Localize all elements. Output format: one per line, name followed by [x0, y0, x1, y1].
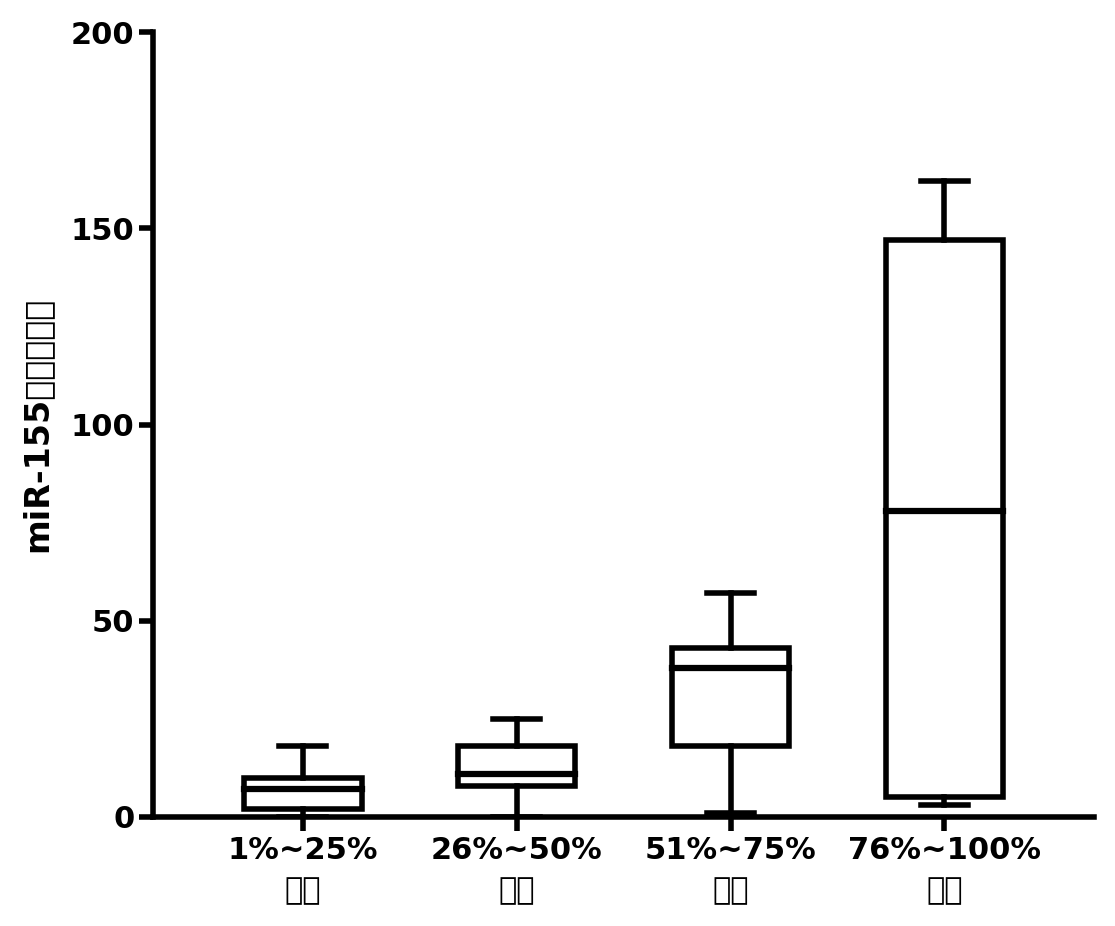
Bar	[458, 746, 575, 785]
Bar	[671, 648, 789, 746]
Bar	[244, 778, 361, 809]
Y-axis label: miR-155相对表达量: miR-155相对表达量	[21, 297, 54, 552]
Bar	[885, 240, 1004, 797]
